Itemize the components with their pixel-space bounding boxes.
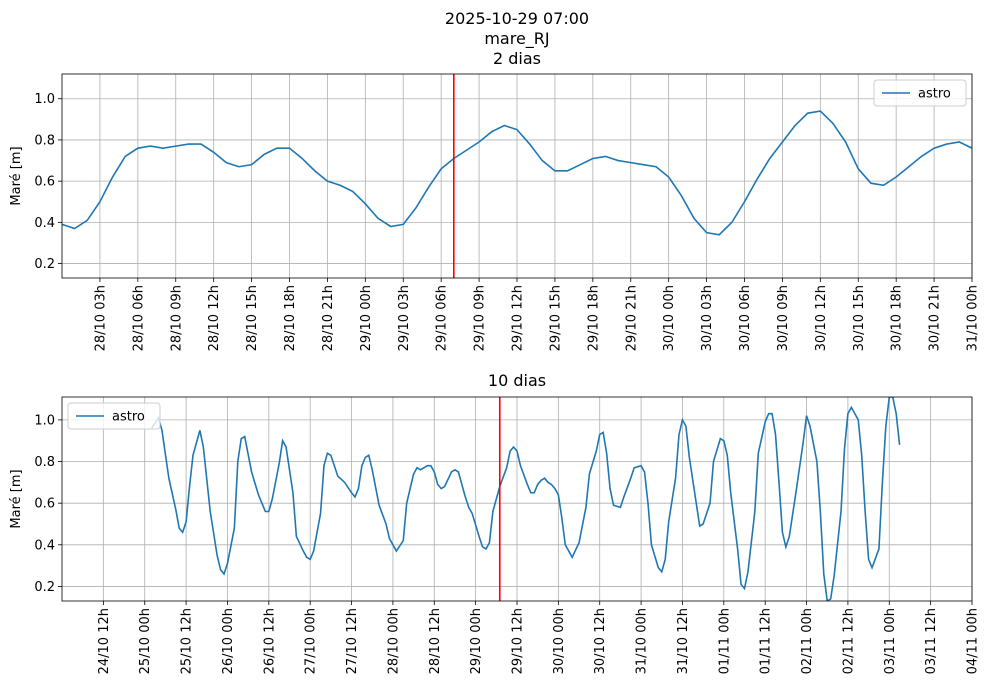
x-tick-label: 29/10 21h [624, 285, 639, 351]
x-tick-label: 01/11 12h [759, 608, 774, 674]
y-tick-label: 1.0 [34, 413, 55, 428]
x-tick-label: 02/11 00h [800, 608, 815, 674]
y-tick-label: 0.6 [34, 497, 55, 512]
x-tick-label: 03/11 00h [883, 608, 898, 674]
suptitle-line: mare_RJ [484, 29, 549, 49]
x-tick-label: 25/10 12h [180, 608, 195, 674]
x-tick-label: 29/10 00h [469, 608, 484, 674]
x-tick-label: 29/10 06h [435, 285, 450, 351]
x-tick-label: 29/10 15h [548, 285, 563, 351]
y-tick-label: 0.4 [34, 216, 55, 231]
y-tick-label: 0.2 [34, 257, 55, 272]
x-tick-label: 31/10 00h [635, 608, 650, 674]
x-tick-label: 29/10 12h [511, 608, 526, 674]
x-tick-label: 28/10 09h [169, 285, 184, 351]
x-tick-label: 30/10 12h [593, 608, 608, 674]
x-tick-label: 29/10 09h [473, 285, 488, 351]
x-tick-label: 30/10 06h [738, 285, 753, 351]
suptitle-line: 2025-10-29 07:00 [445, 9, 589, 28]
x-tick-label: 30/10 15h [852, 285, 867, 351]
x-tick-label: 28/10 00h [386, 608, 401, 674]
legend-box [67, 402, 161, 430]
x-tick-label: 31/10 00h [966, 285, 981, 351]
x-tick-label: 31/10 12h [676, 608, 691, 674]
legend-label: astro [918, 87, 951, 102]
line-series [150, 397, 901, 601]
x-tick-label: 28/10 18h [283, 285, 298, 351]
y-tick-label: 0.6 [34, 175, 55, 190]
y-tick-label: 0.8 [34, 133, 55, 148]
plot-frame [61, 396, 973, 602]
x-tick-label: 04/11 00h [966, 608, 981, 674]
chart-title: 2 dias [493, 49, 541, 68]
legend-box [873, 79, 967, 107]
x-tick-label: 29/10 12h [511, 285, 526, 351]
x-tick-label: 30/10 09h [776, 285, 791, 351]
x-tick-label: 25/10 00h [138, 608, 153, 674]
plot-frame [61, 73, 973, 279]
line-series [62, 110, 972, 236]
x-tick-label: 28/10 21h [321, 285, 336, 351]
x-tick-label: 30/10 00h [552, 608, 567, 674]
x-tick-label: 01/11 00h [717, 608, 732, 674]
x-tick-label: 02/11 12h [841, 608, 856, 674]
x-tick-label: 28/10 12h [207, 285, 222, 351]
x-tick-label: 24/10 12h [97, 608, 112, 674]
x-tick-label: 30/10 12h [814, 285, 829, 351]
y-axis-label: Maré [m] [9, 469, 24, 528]
x-tick-label: 03/11 12h [924, 608, 939, 674]
y-tick-label: 0.8 [34, 455, 55, 470]
x-tick-label: 26/10 12h [262, 608, 277, 674]
y-tick-label: 0.4 [34, 538, 55, 553]
x-tick-label: 27/10 12h [345, 608, 360, 674]
x-tick-label: 28/10 12h [428, 608, 443, 674]
x-tick-label: 26/10 00h [221, 608, 236, 674]
legend-label: astro [112, 410, 145, 425]
x-tick-label: 30/10 21h [928, 285, 943, 351]
x-tick-label: 30/10 18h [890, 285, 905, 351]
x-tick-label: 28/10 06h [131, 285, 146, 351]
x-tick-label: 30/10 00h [662, 285, 677, 351]
y-tick-label: 0.2 [34, 580, 55, 595]
x-tick-label: 28/10 15h [245, 285, 260, 351]
y-axis-label: Maré [m] [9, 146, 24, 205]
y-tick-label: 1.0 [34, 92, 55, 107]
x-tick-label: 27/10 00h [304, 608, 319, 674]
x-tick-label: 29/10 18h [586, 285, 601, 351]
x-tick-label: 30/10 03h [700, 285, 715, 351]
x-tick-label: 28/10 03h [93, 285, 108, 351]
x-tick-label: 29/10 03h [397, 285, 412, 351]
x-tick-label: 29/10 00h [359, 285, 374, 351]
chart-title: 10 dias [488, 371, 546, 390]
